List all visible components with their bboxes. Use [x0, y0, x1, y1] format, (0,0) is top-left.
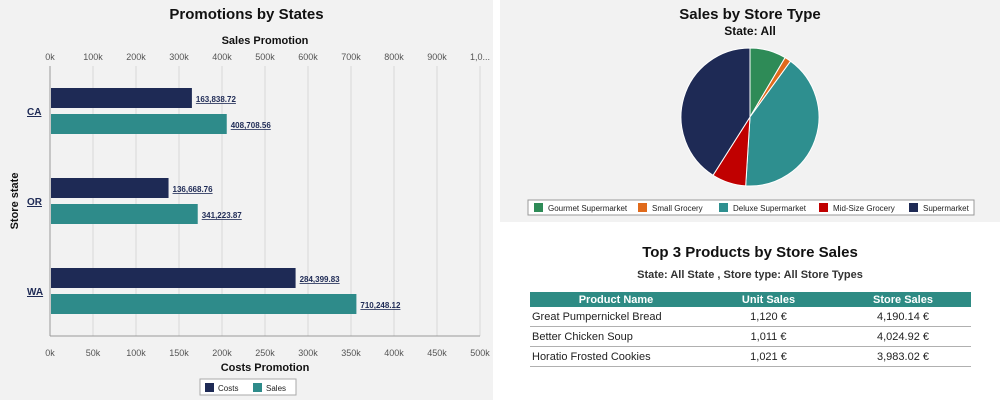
- top-tick-label: 500k: [255, 52, 275, 62]
- pie-chart: Gourmet Supermarket Small Grocery Deluxe S…: [527, 47, 975, 216]
- legend-label[interactable]: Gourmet Supermarket: [548, 204, 628, 213]
- column-header-unit-sales[interactable]: Unit Sales: [702, 292, 835, 307]
- pie-chart-subtitle: State: All: [724, 24, 776, 38]
- bar-value-label[interactable]: 341,223.87: [202, 211, 243, 220]
- pie-slice[interactable]: [745, 60, 820, 187]
- column-header-store-sales[interactable]: Store Sales: [835, 292, 971, 307]
- bottom-tick-label: 400k: [384, 348, 404, 358]
- category-label[interactable]: OR: [27, 197, 43, 208]
- bottom-axis-label: Costs Promotion: [221, 362, 310, 374]
- legend-box: [199, 378, 297, 396]
- top-products-panel: Top 3 Products by Store Sales State: All…: [500, 228, 1000, 400]
- top-tick-label: 700k: [341, 52, 361, 62]
- unit-sales-cell: 1,011 €: [702, 326, 835, 347]
- bar-value-label[interactable]: 284,399.83: [300, 275, 341, 284]
- legend-label[interactable]: Sales: [266, 384, 286, 393]
- legend-swatch: [819, 203, 828, 212]
- pie-chart-title: Sales by Store Type: [679, 6, 821, 23]
- top-tick-label: 800k: [384, 52, 404, 62]
- legend-label[interactable]: Deluxe Supermarket: [733, 204, 807, 213]
- top-tick-label: 600k: [298, 52, 318, 62]
- bar-costs[interactable]: [51, 178, 169, 198]
- bar-value-label[interactable]: 163,838.72: [196, 95, 237, 104]
- bottom-tick-label: 300k: [298, 348, 318, 358]
- store-sales-cell: 4,024.92 €: [835, 326, 971, 347]
- bottom-tick-label: 500k: [470, 348, 490, 358]
- top-tick-label: 100k: [83, 52, 103, 62]
- legend-label[interactable]: Small Grocery: [652, 204, 703, 213]
- top-axis-label: Sales Promotion: [222, 35, 309, 47]
- bottom-tick-label: 50k: [86, 348, 101, 358]
- products-table: Product Name Unit Sales Store Sales Grea…: [530, 292, 971, 367]
- top-tick-label: 200k: [126, 52, 146, 62]
- bottom-tick-label: 0k: [45, 348, 55, 358]
- legend-swatch: [909, 203, 918, 212]
- table-row[interactable]: Great Pumpernickel Bread 1,120 € 4,190.1…: [530, 307, 971, 327]
- table-row[interactable]: Better Chicken Soup 1,011 € 4,024.92 €: [530, 326, 971, 347]
- bottom-tick-label: 100k: [126, 348, 146, 358]
- product-name-cell: Horatio Frosted Cookies: [530, 346, 702, 367]
- promotions-panel: Promotions by States Sales Promotion 0k 10…: [0, 0, 493, 400]
- y-axis-label: Store state: [9, 173, 21, 230]
- table-row[interactable]: Horatio Frosted Cookies 1,021 € 3,983.02…: [530, 346, 971, 367]
- legend-label[interactable]: Costs: [218, 384, 238, 393]
- bottom-tick-label: 350k: [341, 348, 361, 358]
- top-tick-label: 1,0...: [470, 52, 490, 62]
- bar-sales[interactable]: [51, 114, 227, 134]
- legend-swatch: [719, 203, 728, 212]
- top-tick-label: 300k: [169, 52, 189, 62]
- product-name-cell: Great Pumpernickel Bread: [530, 307, 702, 327]
- bar-chart-title: Promotions by States: [169, 6, 324, 23]
- bar-sales[interactable]: [51, 294, 357, 314]
- bar-value-label[interactable]: 136,668.76: [173, 185, 214, 194]
- top-tick-label: 400k: [212, 52, 232, 62]
- bottom-tick-label: 150k: [169, 348, 189, 358]
- pie-slice[interactable]: [680, 47, 751, 176]
- table-title: Top 3 Products by Store Sales: [642, 244, 858, 261]
- unit-sales-cell: 1,120 €: [702, 307, 835, 327]
- legend-swatch: [534, 203, 543, 212]
- bottom-tick-label: 200k: [212, 348, 232, 358]
- bar-costs[interactable]: [51, 268, 296, 288]
- column-header-product[interactable]: Product Name: [530, 292, 702, 307]
- store-sales-cell: 4,190.14 €: [835, 307, 971, 327]
- bottom-tick-label: 250k: [255, 348, 275, 358]
- category-label[interactable]: WA: [27, 287, 43, 298]
- bar-value-label[interactable]: 408,708.56: [231, 121, 272, 130]
- legend-label[interactable]: Mid-Size Grocery: [833, 204, 895, 213]
- top-tick-label: 0k: [45, 52, 55, 62]
- product-name-cell: Better Chicken Soup: [530, 326, 702, 347]
- store-sales-cell: 3,983.02 €: [835, 346, 971, 367]
- legend-label[interactable]: Supermarket: [923, 204, 970, 213]
- legend-swatch: [205, 383, 214, 392]
- legend-swatch: [638, 203, 647, 212]
- category-label[interactable]: CA: [27, 107, 41, 118]
- bottom-tick-label: 450k: [427, 348, 447, 358]
- bar-sales[interactable]: [51, 204, 198, 224]
- top-tick-label: 900k: [427, 52, 447, 62]
- store-type-panel: Sales by Store Type State: All Gourmet S…: [500, 0, 1000, 222]
- table-header-row: Product Name Unit Sales Store Sales: [530, 292, 971, 307]
- unit-sales-cell: 1,021 €: [702, 346, 835, 367]
- bar-costs[interactable]: [51, 88, 192, 108]
- legend-swatch: [253, 383, 262, 392]
- bar-value-label[interactable]: 710,248.12: [360, 301, 401, 310]
- table-subtitle: State: All State , Store type: All Store…: [637, 269, 863, 281]
- bar-chart: Sales Promotion 0k 100k 200k 300k 400k 500k 600…: [9, 35, 490, 396]
